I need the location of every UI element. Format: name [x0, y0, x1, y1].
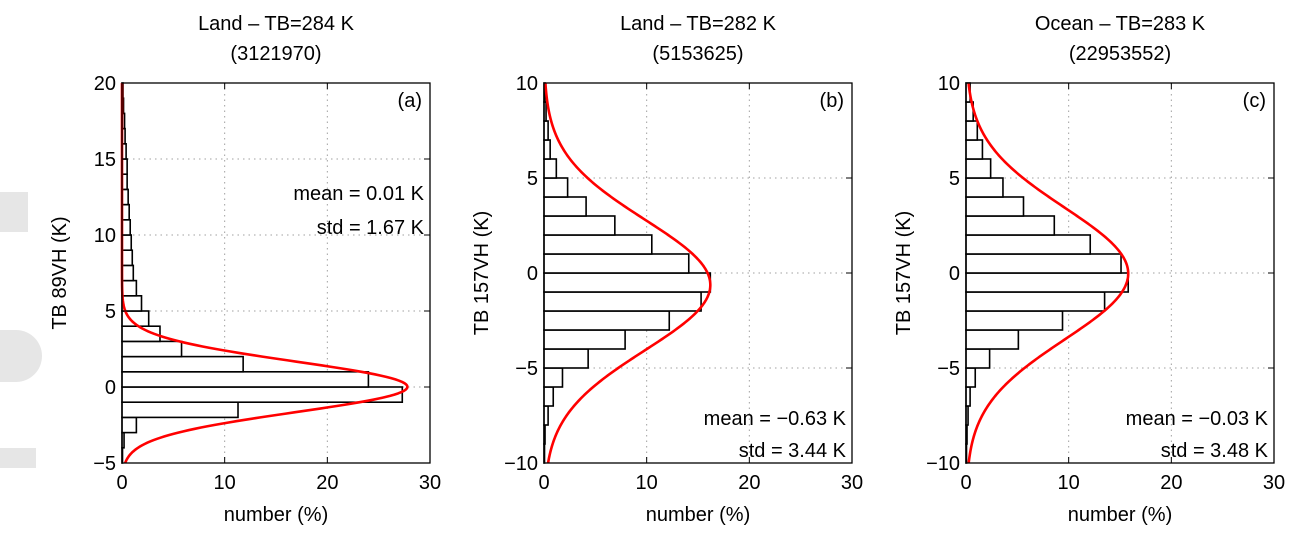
panel-label: (b) — [820, 90, 844, 112]
y-tick-label: 5 — [949, 168, 960, 190]
panel-title: Land – TB=282 K — [620, 13, 777, 35]
histogram-bar — [121, 386, 404, 403]
histogram-bar — [965, 329, 1020, 350]
x-axis-label: number (%) — [224, 504, 328, 526]
y-tick-label: 0 — [105, 377, 116, 399]
y-axis-label: TB 157VH (K) — [471, 211, 493, 335]
stats-annotation: mean = 0.01 K — [293, 183, 424, 205]
histogram-bar — [121, 264, 135, 282]
histogram-bar — [543, 158, 558, 179]
x-tick-label: 30 — [419, 472, 441, 494]
histogram-bar — [121, 249, 134, 267]
histogram-bar — [121, 355, 244, 373]
histogram-bar — [543, 386, 555, 407]
histogram-bar — [543, 253, 690, 274]
panel-subtitle: (22953552) — [1069, 43, 1171, 65]
axes-frame — [121, 82, 431, 464]
y-tick-label: 20 — [94, 73, 116, 95]
histogram-bar — [543, 367, 564, 388]
histogram-bar — [965, 367, 977, 388]
histogram-bar — [121, 370, 370, 388]
stats-annotation: mean = −0.03 K — [1126, 408, 1269, 430]
y-tick-label: 5 — [105, 301, 116, 323]
histogram-bar — [543, 196, 587, 217]
y-axis-label: TB 89VH (K) — [49, 216, 71, 329]
histogram-bar — [543, 348, 589, 369]
histogram-bar — [543, 291, 702, 312]
y-tick-label: 10 — [938, 73, 960, 95]
y-tick-label: −10 — [926, 453, 960, 475]
panel-b: Land – TB=282 K (5153625) 0 10 20 30 −10 −5 0 5 10… — [471, 13, 863, 526]
panel-label: (c) — [1243, 90, 1266, 112]
histogram-bar — [543, 272, 712, 293]
stats-annotation: mean = −0.63 K — [704, 408, 847, 430]
x-tick-label: 10 — [636, 472, 658, 494]
y-tick-label: −5 — [937, 358, 960, 380]
x-tick-label: 10 — [214, 472, 236, 494]
stats-annotation: std = 3.48 K — [1161, 440, 1269, 462]
histogram-bar — [965, 234, 1092, 255]
y-tick-label: 10 — [94, 225, 116, 247]
histogram-bar — [965, 310, 1064, 331]
histogram-bar — [543, 215, 616, 236]
edge-decoration-top — [0, 192, 28, 232]
histogram-bar — [543, 310, 671, 331]
histogram-bar — [121, 340, 183, 358]
histogram-bar — [543, 139, 551, 160]
panel-c: Ocean – TB=283 K (22953552) 0 10 20 30 −10 −5 0 5… — [893, 13, 1285, 526]
y-axis-label: TB 157VH (K) — [893, 211, 915, 335]
histogram-bar — [121, 416, 138, 434]
x-axis-label: number (%) — [646, 504, 750, 526]
panel-title: Land – TB=284 K — [198, 13, 355, 35]
histogram-bar — [965, 158, 992, 179]
x-axis-label: number (%) — [1068, 504, 1172, 526]
gaussian-fit-curve — [967, 82, 1130, 464]
y-tick-label: −10 — [504, 453, 538, 475]
histogram-bar — [965, 177, 1004, 198]
histogram-bar — [121, 401, 239, 419]
histogram-bar — [543, 329, 626, 350]
edge-decoration-middle — [0, 330, 42, 382]
panel-a: Land – TB=284 K(3121970)0 10 20 30−50510152… — [49, 13, 441, 526]
y-tick-label: −5 — [515, 358, 538, 380]
panel-title: Ocean – TB=283 K — [1035, 13, 1206, 35]
histogram-bar — [965, 348, 991, 369]
histogram-bar — [965, 139, 984, 160]
panel-subtitle: (5153625) — [652, 43, 743, 65]
histogram-bar — [543, 177, 569, 198]
y-tick-label: 5 — [527, 168, 538, 190]
x-tick-label: 10 — [1058, 472, 1080, 494]
histogram-bar — [121, 234, 133, 251]
y-tick-label: 0 — [527, 263, 538, 285]
edge-decoration-bottom — [0, 448, 36, 468]
histogram-bar — [965, 215, 1056, 236]
x-tick-label: 30 — [1263, 472, 1285, 494]
y-tick-label: 0 — [949, 263, 960, 285]
panel-subtitle: (3121970) — [230, 43, 321, 65]
y-tick-label: 10 — [516, 73, 538, 95]
x-tick-label: 0 — [116, 472, 127, 494]
y-tick-label: −5 — [93, 453, 116, 475]
stats-annotation: std = 3.44 K — [739, 440, 847, 462]
histogram-bar — [121, 279, 138, 297]
x-tick-label: 0 — [960, 472, 971, 494]
panel-label: (a) — [398, 90, 422, 112]
histogram-bar — [965, 120, 979, 141]
x-tick-label: 30 — [841, 472, 863, 494]
histogram-bar — [965, 291, 1106, 312]
x-tick-label: 20 — [316, 472, 338, 494]
x-tick-label: 20 — [738, 472, 760, 494]
gaussian-fit-curve — [544, 82, 712, 464]
x-tick-label: 20 — [1160, 472, 1182, 494]
stats-annotation: std = 1.67 K — [317, 217, 425, 239]
histogram-bar — [965, 196, 1025, 217]
histogram-bar — [965, 253, 1122, 274]
x-tick-label: 0 — [538, 472, 549, 494]
histogram-bar — [543, 234, 653, 255]
y-tick-label: 15 — [94, 149, 116, 171]
histogram-bar — [965, 272, 1130, 293]
